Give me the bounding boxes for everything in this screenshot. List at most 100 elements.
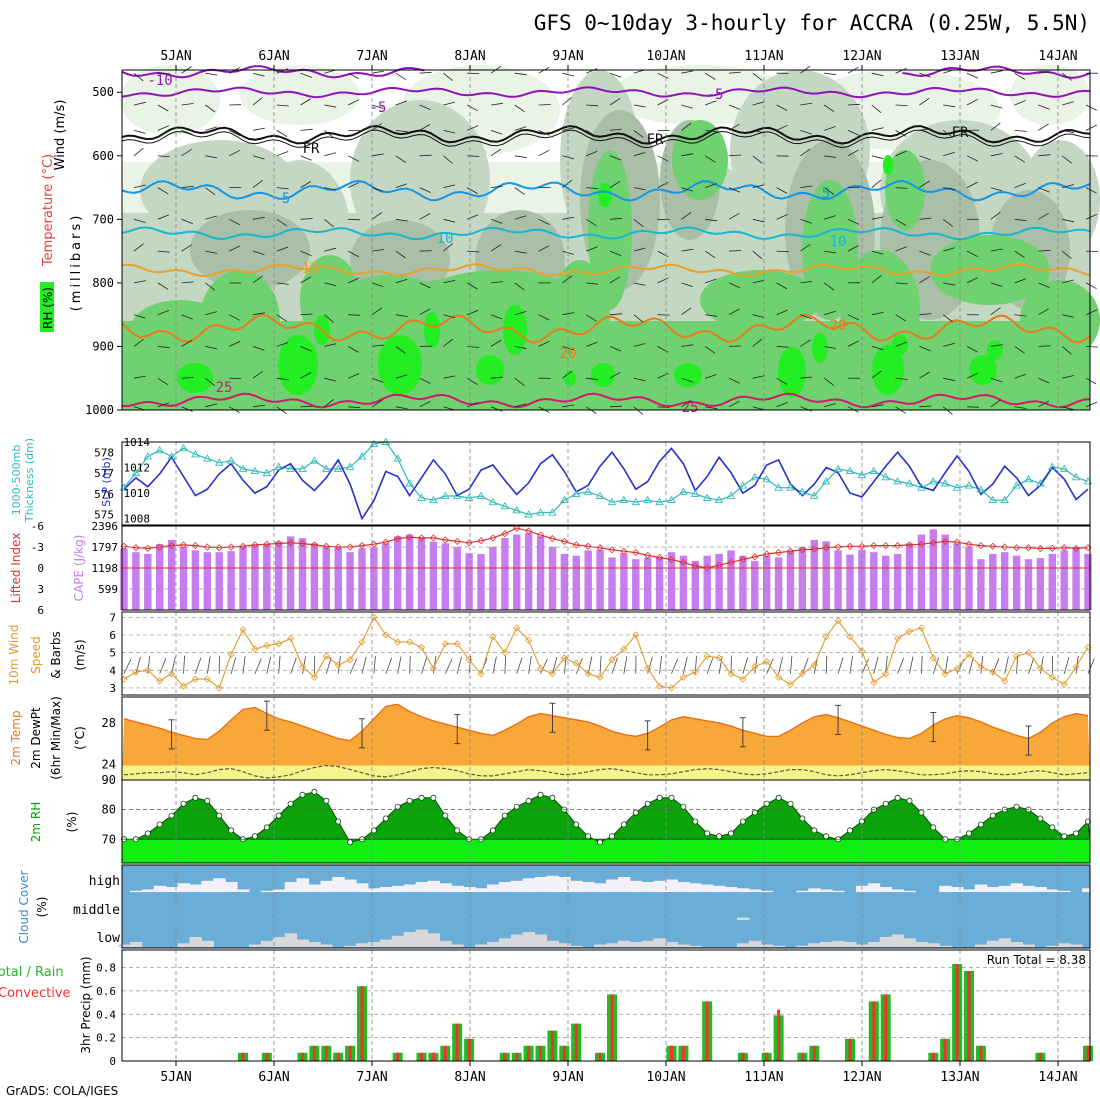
thickness-marker xyxy=(393,454,403,462)
wind-tick-label: 3 xyxy=(109,682,116,695)
upper-wind-barb xyxy=(586,187,599,189)
cloud-level-label: high xyxy=(89,874,120,889)
cloud-cover-panel: high middle low Cloud Cover (%) xyxy=(17,864,1095,949)
thickness-tick-label: 576 xyxy=(94,488,114,501)
cloud-cover-bar xyxy=(820,942,833,947)
cape-bar xyxy=(322,546,330,610)
upper-wind-barb xyxy=(181,185,194,188)
upper-wind-barb xyxy=(895,67,907,74)
cloud-cover-bar xyxy=(165,887,179,892)
upper-wind-barb xyxy=(942,314,953,323)
cloud-cover-bar xyxy=(427,933,440,948)
rh-green-patch xyxy=(1020,280,1100,360)
rh2m-marker xyxy=(489,827,496,834)
lifted-index-marker xyxy=(394,535,402,543)
thickness-marker xyxy=(714,495,724,504)
surface-wind-barb xyxy=(183,655,185,674)
upper-wind-barb xyxy=(133,243,144,252)
contour-label: -5 xyxy=(707,87,724,103)
cloud-cover-bar xyxy=(439,940,452,948)
precip-convective-bar xyxy=(396,1052,400,1061)
cape-bar xyxy=(1060,550,1068,610)
slp-tick-label: 1012 xyxy=(124,462,151,475)
thickness-marker xyxy=(429,495,438,504)
rh-bright-patch xyxy=(883,155,893,175)
upper-wind-barb xyxy=(1038,345,1051,347)
upper-wind-barb xyxy=(419,71,432,74)
upper-wind-barb xyxy=(586,68,598,74)
lifted-index-marker xyxy=(882,542,890,550)
lifted-index-marker xyxy=(203,543,211,551)
lifted-index-marker xyxy=(632,549,640,557)
cloud-cover-bar xyxy=(641,882,655,892)
upper-wind-barb xyxy=(133,130,146,134)
rh2m-marker xyxy=(728,830,735,837)
thickness-marker xyxy=(548,508,557,516)
wind-speed-marker xyxy=(358,638,366,646)
upper-wind-barb xyxy=(966,72,979,79)
surface-wind-barb xyxy=(421,657,427,674)
wind-speed-marker xyxy=(251,645,259,653)
wind-speed-marker xyxy=(310,673,318,681)
rh2m-marker xyxy=(168,812,175,819)
upper-wind-barb xyxy=(371,249,384,252)
cloud-cover-bar xyxy=(820,889,833,892)
thickness-marker xyxy=(583,487,593,495)
upper-wind-barb xyxy=(800,339,811,347)
thickness-marker xyxy=(881,472,890,481)
upper-wind-barb xyxy=(1014,182,1026,188)
thickness-line xyxy=(123,441,1089,516)
upper-wind-barb xyxy=(752,155,763,164)
cape-bar xyxy=(632,559,640,610)
upper-wind-barb xyxy=(443,314,456,319)
wind-speed-marker xyxy=(965,650,973,658)
cloud-cover-axes: high middle low xyxy=(73,864,1091,949)
cloud-cover-bar xyxy=(736,917,750,920)
upper-wind-barb xyxy=(443,184,456,188)
upper-wind-barb xyxy=(467,346,480,348)
cape-bar xyxy=(513,534,521,610)
cloud-cover-bar xyxy=(986,940,1000,948)
precip-convective-bar xyxy=(324,1045,328,1061)
thickness-marker xyxy=(619,495,629,504)
thickness-tick-label: 577 xyxy=(94,467,114,480)
upper-wind-barb xyxy=(157,250,170,253)
cloud-cover-bar xyxy=(177,943,190,948)
upper-wind-barb xyxy=(895,341,907,347)
cloud-level-label: middle xyxy=(73,903,120,918)
wind-speed-marker xyxy=(536,664,545,673)
upper-wind-barb xyxy=(181,148,192,157)
wind-speed-marker xyxy=(691,668,699,676)
cape-bar xyxy=(167,539,176,610)
cloud-cover-bar xyxy=(213,878,226,893)
cape-bar xyxy=(239,545,247,610)
top-date-label: 11JAN xyxy=(744,49,783,64)
cloud-cover-bar xyxy=(974,944,988,947)
wind-speed-marker xyxy=(1036,664,1044,673)
upper-wind-barb xyxy=(633,152,646,157)
cloud-cover-bar xyxy=(391,885,405,893)
thickness-marker xyxy=(345,462,355,470)
upper-wind-barb xyxy=(752,375,765,379)
upper-wind-barb xyxy=(705,374,717,379)
rh-green-patch xyxy=(130,300,230,360)
precip-tick-label: 0.6 xyxy=(96,985,116,998)
cloud-cover-bar xyxy=(308,884,321,892)
upper-wind-barb xyxy=(300,372,312,379)
cloud-cover-bar xyxy=(1046,889,1059,892)
rh2m-marker xyxy=(251,833,258,840)
cloud-cover-bar xyxy=(403,884,417,892)
upper-wind-barb xyxy=(324,377,337,382)
cloud-cover-bar xyxy=(546,940,559,948)
upper-wind-barb xyxy=(205,377,215,387)
thickness-marker xyxy=(1024,474,1033,483)
pressure-tick-label: 600 xyxy=(92,149,114,163)
rh2m-legend-label: 2m RH xyxy=(29,802,43,843)
lifted-index-marker xyxy=(275,539,283,548)
wind-speed-marker xyxy=(501,649,509,657)
wind-speed-marker xyxy=(370,613,378,621)
rh2m-marker xyxy=(513,803,520,810)
upper-wind-barb xyxy=(1014,346,1025,354)
lifted-index-marker xyxy=(465,539,473,547)
rh2m-marker xyxy=(525,797,532,804)
